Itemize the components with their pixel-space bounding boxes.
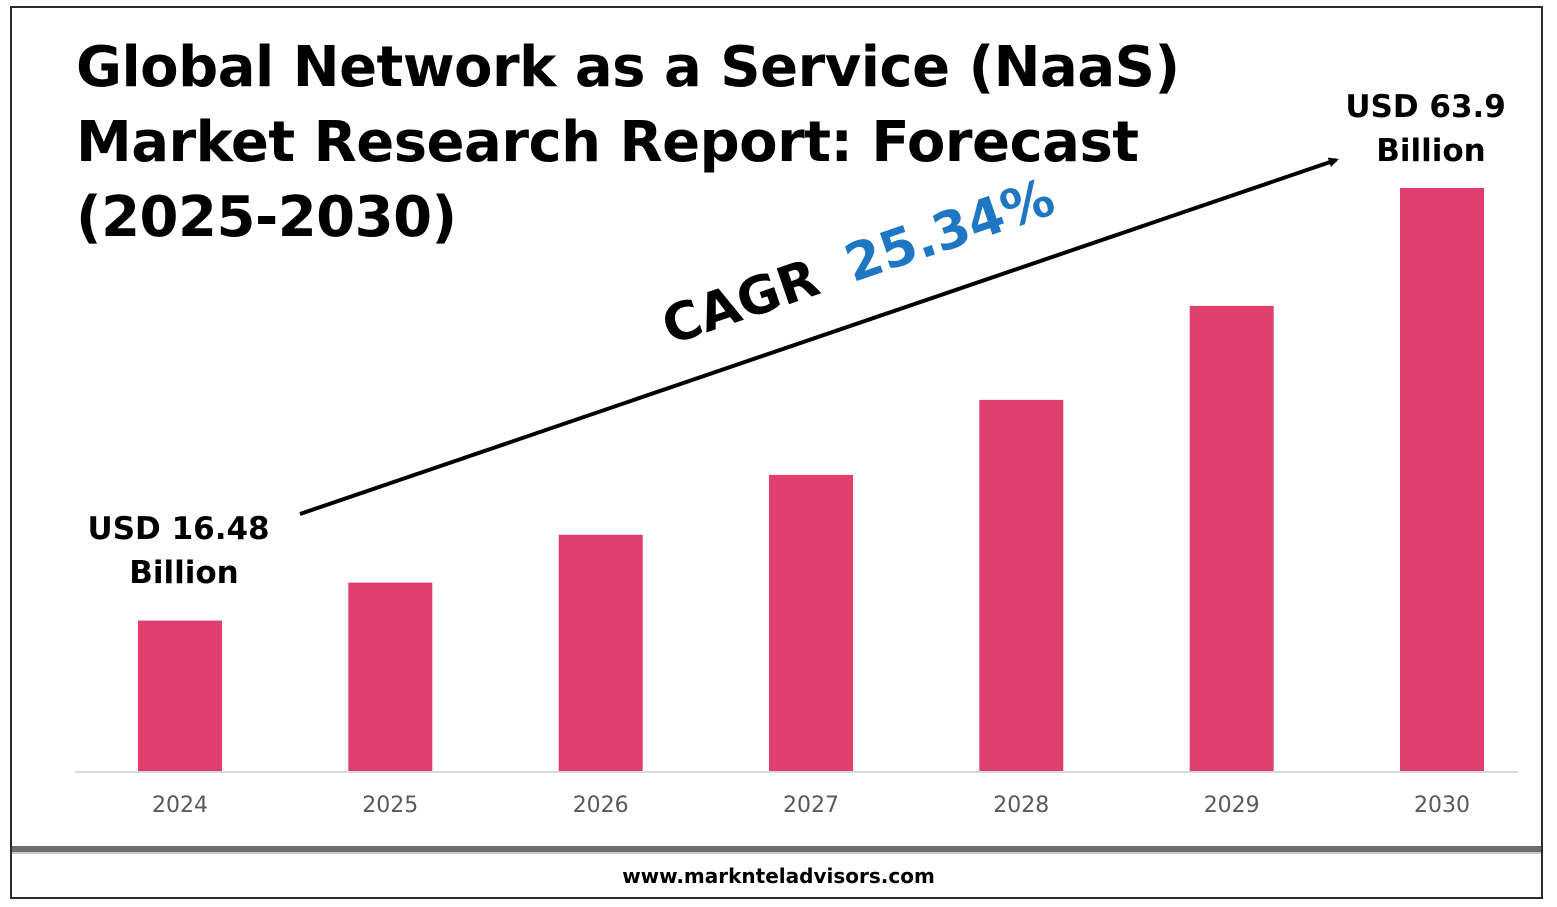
footer-divider: [12, 846, 1541, 852]
growth-arrow: [299, 157, 1339, 516]
x-tick-label-2028: 2028: [993, 793, 1049, 818]
bar-2030: [1400, 188, 1484, 771]
cagr-value: 25.34%: [838, 168, 1062, 295]
x-tick-label-2026: 2026: [573, 793, 629, 818]
x-tick-label-2024: 2024: [152, 793, 208, 818]
footer-divider-shadow: [12, 852, 1541, 854]
end-value-line-1: USD 63.9: [1345, 89, 1506, 125]
bar-2024: [138, 620, 222, 771]
start-value-line-2: Billion: [129, 555, 239, 591]
bar-2026: [558, 534, 643, 771]
x-tick-label-2027: 2027: [783, 793, 839, 818]
title-line-3: (2025-2030): [76, 185, 457, 250]
title-line-2: Market Research Report: Forecast: [76, 110, 1139, 175]
x-tick-label-2030: 2030: [1414, 793, 1470, 818]
x-tick-labels: 2024 2025 2026 2027 2028 2029 2030: [152, 793, 1470, 818]
footer-url: www.marknteladvisors.com: [622, 864, 935, 888]
bar-2029: [1189, 305, 1274, 771]
cagr-annotation: CAGR 25.34%: [655, 168, 1062, 358]
x-tick-label-2029: 2029: [1204, 793, 1260, 818]
bar-2025: [348, 582, 433, 771]
bar-2027: [769, 474, 853, 771]
end-value-annotation: USD 63.9 Billion: [1345, 89, 1516, 169]
x-tick-label-2025: 2025: [362, 793, 418, 818]
start-value-line-1: USD 16.48: [88, 511, 270, 547]
start-value-annotation: USD 16.48 Billion: [88, 511, 281, 591]
bars-group: [138, 188, 1484, 771]
bar-2028: [979, 399, 1064, 771]
title-line-1: Global Network as a Service (NaaS): [76, 35, 1180, 100]
chart-title: Global Network as a Service (NaaS) Marke…: [76, 30, 1276, 255]
end-value-line-2: Billion: [1376, 133, 1486, 169]
